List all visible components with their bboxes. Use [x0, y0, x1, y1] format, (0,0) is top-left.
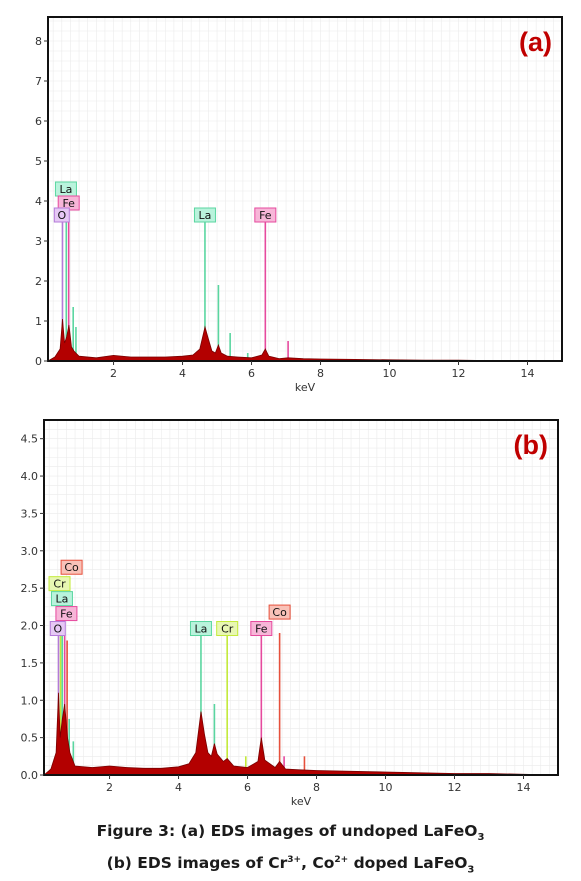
- x-tick-label-a-6: 14: [521, 367, 535, 380]
- panel-label-a: (a): [519, 27, 552, 57]
- caption-line-2-text-b: , Co: [301, 854, 335, 873]
- y-tick-label-b-5: 2.5: [21, 582, 39, 595]
- element-label-b-3: Fe: [60, 608, 73, 621]
- eds-panel-b: 0.0 0.5 1.0 1.5 2.0 2.5 3.0 3.5 4.0 4.5 2 4 6 8 10 12 14…: [0, 406, 581, 811]
- element-label-b-6: Cr: [221, 623, 234, 636]
- element-label-box-b-4: [49, 621, 66, 637]
- y-tick-label-b-9: 4.5: [21, 433, 39, 446]
- caption-line-1: Figure 3: (a) EDS images of undoped LaFe…: [0, 820, 581, 849]
- y-tick-label-a-7: 7: [35, 75, 42, 88]
- element-label-b-2: La: [56, 593, 69, 606]
- caption-line-2-sub: 3: [467, 864, 475, 876]
- x-tick-label-b-2: 6: [244, 781, 251, 794]
- x-tick-label-b-5: 12: [448, 781, 462, 794]
- panel-label-b: (b): [514, 430, 548, 460]
- x-tick-label-a-5: 12: [452, 367, 466, 380]
- x-tick-label-b-6: 14: [517, 781, 531, 794]
- y-tick-label-b-7: 3.5: [21, 507, 39, 520]
- x-tick-label-b-3: 8: [313, 781, 320, 794]
- x-tick-label-a-4: 10: [383, 367, 397, 380]
- element-label-b-7: Fe: [255, 623, 268, 636]
- caption-line-2: (b) EDS images of Cr3+, Co2+ doped LaFeO…: [0, 849, 581, 881]
- eds-chart-b: 0.0 0.5 1.0 1.5 2.0 2.5 3.0 3.5 4.0 4.5 2 4 6 8 10 12 14…: [21, 419, 559, 808]
- element-label-box-b-6: [216, 621, 239, 637]
- x-tick-label-a-0: 2: [110, 367, 117, 380]
- element-label-a-4: Fe: [259, 209, 272, 222]
- caption-line-2-sup-cr: 3+: [287, 855, 302, 866]
- element-label-b-5: La: [195, 623, 208, 636]
- element-label-box-b-2: [50, 591, 73, 607]
- element-label-box-b-3: [55, 606, 78, 622]
- x-tick-label-a-3: 8: [317, 367, 324, 380]
- x-tick-label-a-1: 4: [179, 367, 186, 380]
- y-tick-label-b-6: 3.0: [21, 545, 39, 558]
- element-label-a-2: O: [57, 209, 66, 222]
- element-label-a-3: La: [199, 209, 212, 222]
- caption-line-1-sub: 3: [477, 832, 485, 844]
- caption-line-2-text-a: (b) EDS images of Cr: [106, 854, 288, 873]
- element-label-box-b-1: [48, 576, 71, 592]
- spectrum-area-b: [42, 692, 559, 776]
- y-tick-label-b-3: 1.5: [21, 657, 39, 670]
- x-tick-label-b-1: 4: [175, 781, 182, 794]
- x-axis-label-b: keV: [291, 795, 312, 808]
- element-label-box-b-7: [250, 621, 273, 637]
- x-tick-label-b-0: 2: [106, 781, 113, 794]
- element-label-a-1: Fe: [62, 197, 75, 210]
- element-label-b-8: Co: [272, 606, 287, 619]
- eds-panel-a: 0 1 2 3 4 5 6 7 8 2 4 6 8 10 12 14 keV (a) La Fe O La Fe: [0, 0, 581, 395]
- element-label-box-a-2: [53, 207, 70, 223]
- y-tick-label-b-1: 0.5: [21, 732, 39, 745]
- element-label-box-a-3: [193, 207, 216, 223]
- y-tick-label-a-3: 3: [35, 235, 42, 248]
- y-tick-label-a-8: 8: [35, 35, 42, 48]
- y-tick-label-a-4: 4: [35, 195, 42, 208]
- plot-frame-a: [47, 16, 563, 362]
- element-label-b-0: Co: [64, 561, 79, 574]
- figure-caption: Figure 3: (a) EDS images of undoped LaFe…: [0, 820, 581, 881]
- x-tick-label-b-4: 10: [379, 781, 393, 794]
- y-tick-label-b-0: 0.0: [21, 769, 39, 782]
- y-tick-label-a-5: 5: [35, 155, 42, 168]
- y-tick-label-a-6: 6: [35, 115, 42, 128]
- element-label-box-b-0: [60, 559, 83, 575]
- y-tick-label-a-0: 0: [35, 355, 42, 368]
- plot-area-a: [48, 17, 562, 361]
- caption-line-2-sup-co: 2+: [334, 855, 349, 866]
- x-axis-label-a: keV: [295, 381, 316, 394]
- y-tick-label-a-2: 2: [35, 275, 42, 288]
- element-label-box-b-8: [268, 604, 291, 620]
- plot-frame-b: [43, 419, 559, 776]
- caption-line-2-text-c: doped LaFeO: [348, 854, 468, 873]
- spectrum-area-a: [46, 318, 563, 362]
- caption-line-1-text: Figure 3: (a) EDS images of undoped LaFe…: [96, 822, 478, 840]
- y-tick-label-b-8: 4.0: [21, 470, 39, 483]
- element-label-b-1: Cr: [53, 578, 66, 591]
- y-tick-label-b-2: 1.0: [21, 694, 39, 707]
- y-tick-label-b-4: 2.0: [21, 620, 39, 633]
- element-label-a-0: La: [60, 183, 73, 196]
- x-tick-label-a-2: 6: [248, 367, 255, 380]
- element-label-box-a-4: [254, 207, 277, 223]
- element-label-box-b-5: [189, 621, 212, 637]
- element-label-b-4: O: [53, 623, 62, 636]
- y-tick-label-a-1: 1: [35, 315, 42, 328]
